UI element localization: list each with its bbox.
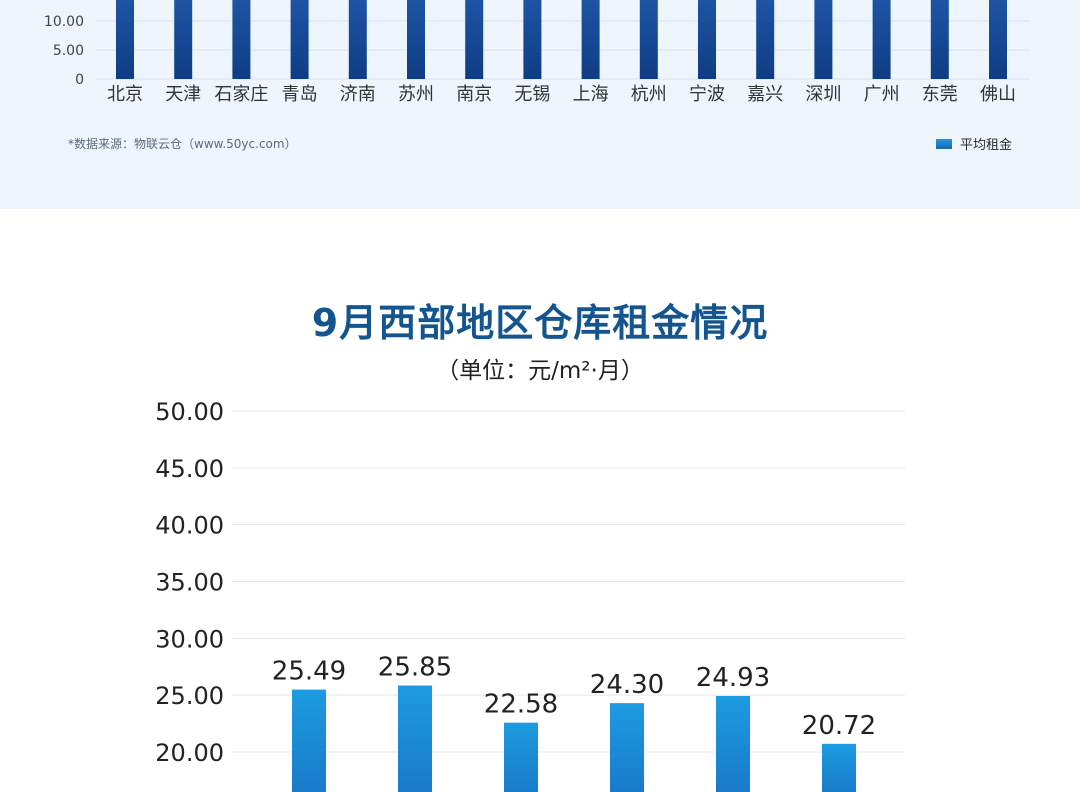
y-tick-label: 10.00: [44, 14, 84, 30]
data-label: 24.30: [590, 670, 664, 700]
bar: [504, 722, 538, 792]
y-tick-label: 35.00: [155, 569, 224, 597]
x-tick-label: 广州: [864, 84, 900, 105]
data-label: 24.93: [696, 663, 770, 693]
y-tick-label: 5.00: [53, 43, 84, 59]
bar: [756, 0, 775, 79]
x-tick-label: 青岛: [282, 84, 318, 105]
bar: [716, 695, 750, 792]
legend: 平均租金: [936, 134, 1012, 153]
y-tick-label: 40.00: [155, 512, 224, 540]
bar: [348, 0, 367, 79]
y-tick-label: 25.00: [155, 682, 224, 710]
data-label: 22.58: [484, 690, 558, 720]
x-tick-label: 杭州: [631, 84, 667, 105]
bar: [292, 689, 326, 792]
bar: [581, 0, 600, 79]
x-tick-label: 宁波: [689, 84, 725, 105]
x-tick-label: 深圳: [805, 84, 841, 105]
x-tick-label: 济南: [340, 84, 376, 105]
legend-swatch: [936, 138, 952, 149]
x-tick-label: 苏州: [398, 84, 434, 105]
bar: [930, 0, 949, 79]
bar: [290, 0, 309, 79]
bar: [822, 743, 856, 792]
x-tick-label: 北京: [107, 84, 143, 105]
data-label: 20.72: [802, 711, 876, 741]
bar: [465, 0, 484, 79]
x-tick-label: 石家庄: [214, 84, 268, 105]
chart-unit: （单位：元/m²·月）: [436, 358, 644, 384]
chart-title: 9月西部地区仓库租金情况: [311, 301, 769, 345]
bar: [116, 0, 134, 79]
bar: [872, 0, 891, 79]
y-tick-label: 20.00: [155, 739, 224, 767]
data-label: 25.49: [272, 657, 346, 687]
bar: [523, 0, 542, 79]
bar: [698, 0, 716, 79]
x-tick-label: 南京: [456, 84, 492, 105]
bar: [174, 0, 193, 79]
x-tick-label: 上海: [573, 84, 609, 105]
y-tick-label: 50.00: [155, 398, 224, 426]
x-tick-label: 佛山: [980, 84, 1016, 105]
data-label: 25.85: [378, 653, 452, 683]
y-tick-label: 30.00: [155, 625, 224, 653]
x-tick-label: 东莞: [922, 84, 958, 105]
y-tick-label: 45.00: [155, 455, 224, 483]
bar: [814, 0, 833, 79]
bar: [398, 685, 432, 792]
source-note: *数据来源：物联云仓（www.50yc.com）: [68, 137, 297, 151]
x-tick-label: 无锡: [514, 84, 550, 105]
x-tick-label: 嘉兴: [747, 84, 783, 105]
y-tick-label: 0: [75, 72, 84, 88]
bar: [989, 0, 1007, 79]
bar: [407, 0, 425, 79]
bar: [639, 0, 658, 79]
x-tick-label: 天津: [165, 84, 201, 105]
bar: [610, 703, 644, 792]
bar: [232, 0, 251, 79]
legend-label: 平均租金: [960, 138, 1013, 153]
